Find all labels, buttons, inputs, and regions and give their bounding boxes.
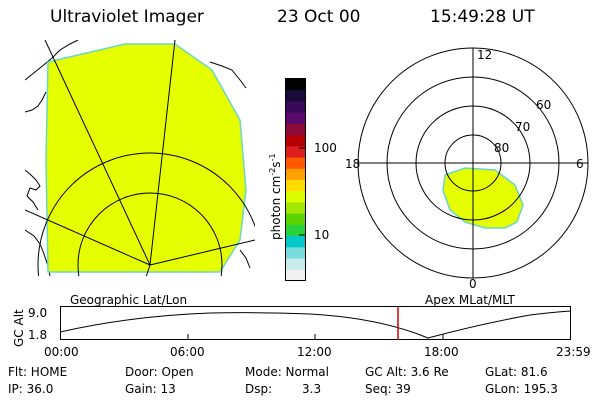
geographic-latitude: GLat: 81.6 [485, 365, 548, 379]
ip-value: IP: 36.0 [8, 382, 54, 396]
mlat-label-70: 70 [515, 120, 530, 134]
time-tick-1800: 18:00 [424, 345, 459, 359]
altitude-tick-high: 9.0 [28, 306, 48, 320]
scale-tick-10: 10 [314, 228, 330, 242]
color-scale-segment [286, 247, 306, 260]
color-scale-segment [286, 135, 306, 147]
mlt-label-18: 18 [345, 157, 360, 171]
altitude-timeline-plot [60, 306, 572, 340]
latitude-circle [77, 192, 223, 276]
dsp-value: 3.3 [302, 382, 322, 396]
color-scale-segment [286, 180, 306, 192]
color-scale-segment [286, 157, 306, 170]
color-scale-segment [286, 202, 306, 215]
longitude-line [25, 209, 151, 266]
latitude-circle [37, 152, 255, 276]
color-scale-bar [285, 78, 306, 282]
mlt-label-0: 0 [469, 277, 477, 290]
geographic-panel-label: Geographic Lat/Lon [70, 293, 188, 307]
mode-status: Mode: Normal [245, 365, 329, 379]
color-scale-segment [286, 269, 306, 282]
longitude-line [44, 40, 151, 266]
altitude-curve [60, 310, 572, 339]
color-scale-segment [286, 112, 306, 125]
geographic-image-panel [25, 40, 255, 276]
polar-emission-region [442, 167, 524, 229]
mlat-label-60: 60 [536, 98, 551, 112]
scale-tick-100: 100 [314, 141, 337, 155]
color-scale-segment [286, 90, 306, 102]
color-scale-segment [286, 236, 306, 248]
date-label: 23 Oct 00 [277, 7, 361, 27]
gc-altitude: GC Alt: 3.6 Re [365, 365, 449, 379]
color-scale-segment [286, 258, 306, 271]
color-scale-segment [286, 168, 306, 181]
apex-panel-label: Apex MLat/MLT [425, 293, 515, 307]
color-scale-segment [286, 101, 306, 114]
color-scale-segment [286, 146, 306, 159]
mlat-mlt-polar-plot: 12 18 6 0 60 70 80 [345, 47, 589, 290]
time-label: 15:49:28 UT [430, 7, 535, 27]
geographic-longitude: GLon: 195.3 [485, 382, 558, 396]
color-scale-segment [286, 191, 306, 203]
altitude-axis-label: GC Alt [12, 309, 26, 347]
time-tick-2359: 23:59 [556, 345, 591, 359]
time-tick-0600: 06:00 [170, 345, 205, 359]
sequence-number: Seq: 39 [365, 382, 411, 396]
time-tick-0000: 00:00 [44, 345, 79, 359]
longitude-line [149, 40, 176, 266]
color-scale-segment [286, 224, 306, 237]
flight-status: Flt: HOME [8, 365, 68, 379]
time-tick-1200: 12:00 [297, 345, 332, 359]
color-scale-segment [286, 79, 306, 91]
gain-value: Gain: 13 [125, 382, 176, 396]
instrument-title: Ultraviolet Imager [50, 7, 204, 27]
color-scale-segment [286, 213, 306, 226]
mlt-label-12: 12 [477, 48, 492, 62]
emission-region [45, 43, 247, 273]
altitude-tick-low: 1.8 [28, 328, 48, 342]
mlt-label-6: 6 [576, 157, 584, 171]
coastline-outline [25, 40, 79, 81]
mlat-label-80: 80 [494, 141, 509, 155]
door-status: Door: Open [125, 365, 194, 379]
scale-unit-label: photon cm-2s-1 [268, 153, 283, 240]
longitude-line [149, 239, 255, 266]
dsp-label: Dsp: [245, 382, 273, 396]
color-scale-segment [286, 123, 306, 136]
